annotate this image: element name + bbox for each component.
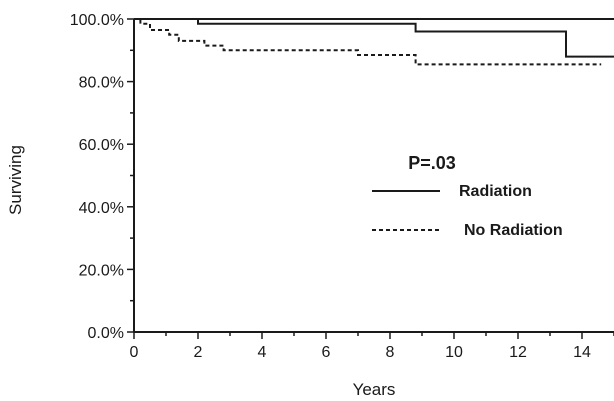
x-ticks: 0 2 4 6 8 10 12 14 bbox=[130, 332, 614, 361]
y-ticks: 0.0% 20.0% 40.0% 60.0% 80.0% 100.0% bbox=[70, 12, 134, 342]
axes bbox=[133, 18, 614, 333]
x-tick-label: 6 bbox=[322, 344, 331, 361]
y-tick-label: 20.0% bbox=[79, 262, 124, 279]
x-tick-label: 14 bbox=[573, 344, 591, 361]
legend-label: No Radiation bbox=[464, 222, 563, 239]
x-tick-label: 8 bbox=[386, 344, 395, 361]
y-tick-label: 40.0% bbox=[79, 200, 124, 217]
radiation-survival-line bbox=[134, 18, 614, 58]
x-tick-label: 4 bbox=[258, 344, 267, 361]
y-axis-title: Surviving bbox=[6, 145, 25, 215]
y-tick-label: 100.0% bbox=[70, 12, 124, 29]
x-axis-title: Years bbox=[353, 380, 396, 399]
legend-label: Radiation bbox=[459, 183, 532, 200]
no-radiation-survival-line bbox=[134, 18, 602, 66]
x-tick-label: 10 bbox=[445, 344, 463, 361]
y-tick-label: 0.0% bbox=[88, 325, 124, 342]
legend: Radiation No Radiation bbox=[372, 183, 563, 239]
p-value-annotation: P=.03 bbox=[408, 153, 456, 173]
x-tick-label: 2 bbox=[194, 344, 203, 361]
y-tick-label: 60.0% bbox=[79, 137, 124, 154]
x-tick-label: 12 bbox=[509, 344, 527, 361]
series-layer bbox=[134, 18, 614, 66]
y-tick-label: 80.0% bbox=[79, 75, 124, 92]
x-tick-label: 0 bbox=[130, 344, 139, 361]
